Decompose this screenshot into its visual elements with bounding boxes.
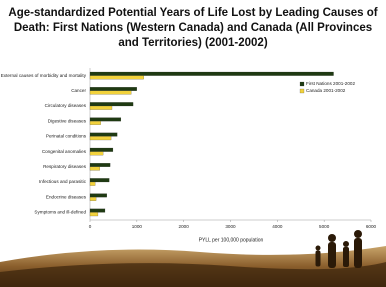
bar bbox=[90, 76, 144, 80]
bar bbox=[90, 209, 105, 213]
chart: PYLL per 100,000 population 0 1000 2000 300… bbox=[0, 0, 386, 287]
bar bbox=[90, 106, 112, 110]
bar bbox=[90, 197, 96, 201]
x-axis-label: PYLL per 100,000 population bbox=[199, 237, 264, 243]
bar bbox=[90, 133, 117, 137]
bar bbox=[90, 152, 103, 156]
y-tick-label: Endocrine diseases bbox=[46, 194, 87, 199]
x-tick-label: 5000 bbox=[319, 224, 330, 229]
bar bbox=[90, 182, 95, 186]
legend-label: Canada 2001-2002 bbox=[306, 88, 346, 93]
x-tick-label: 4000 bbox=[272, 224, 283, 229]
y-tick-label: External causes of morbidity and mortali… bbox=[1, 73, 87, 78]
bar bbox=[90, 118, 121, 122]
x-tick-label: 6000 bbox=[366, 224, 377, 229]
bar bbox=[90, 178, 109, 182]
legend-swatch bbox=[300, 89, 304, 93]
bar bbox=[90, 102, 133, 106]
legend-swatch bbox=[300, 82, 304, 86]
y-tick-label: Infectious and parasitic bbox=[39, 179, 87, 184]
y-tick-label: Congenital anomalies bbox=[42, 149, 87, 154]
legend-label: First Nations 2001-2002 bbox=[306, 81, 355, 86]
x-tick-label: 1000 bbox=[132, 224, 143, 229]
y-tick-label: Respiratory diseases bbox=[43, 164, 87, 169]
bar bbox=[90, 121, 101, 125]
bar bbox=[90, 136, 111, 140]
y-tick-label: Perinatal conditions bbox=[46, 134, 87, 139]
slide: {"chart_data": {"type": "hbar", "title":… bbox=[0, 0, 386, 287]
bar bbox=[90, 212, 98, 216]
x-tick-label: 2000 bbox=[179, 224, 190, 229]
bar bbox=[90, 167, 100, 171]
bar bbox=[90, 87, 137, 91]
y-tick-label: Cancer bbox=[71, 88, 86, 93]
bar bbox=[90, 163, 110, 167]
bar bbox=[90, 91, 131, 95]
y-tick-label: Circulatory diseases bbox=[45, 103, 87, 108]
y-tick-label: Digestive diseases bbox=[48, 118, 87, 123]
bar bbox=[90, 148, 113, 152]
x-tick-label: 3000 bbox=[225, 224, 236, 229]
x-tick-label: 0 bbox=[89, 224, 92, 229]
bar bbox=[90, 72, 334, 76]
bar bbox=[90, 194, 107, 198]
y-tick-label: Symptoms and ill-defined bbox=[34, 210, 86, 215]
